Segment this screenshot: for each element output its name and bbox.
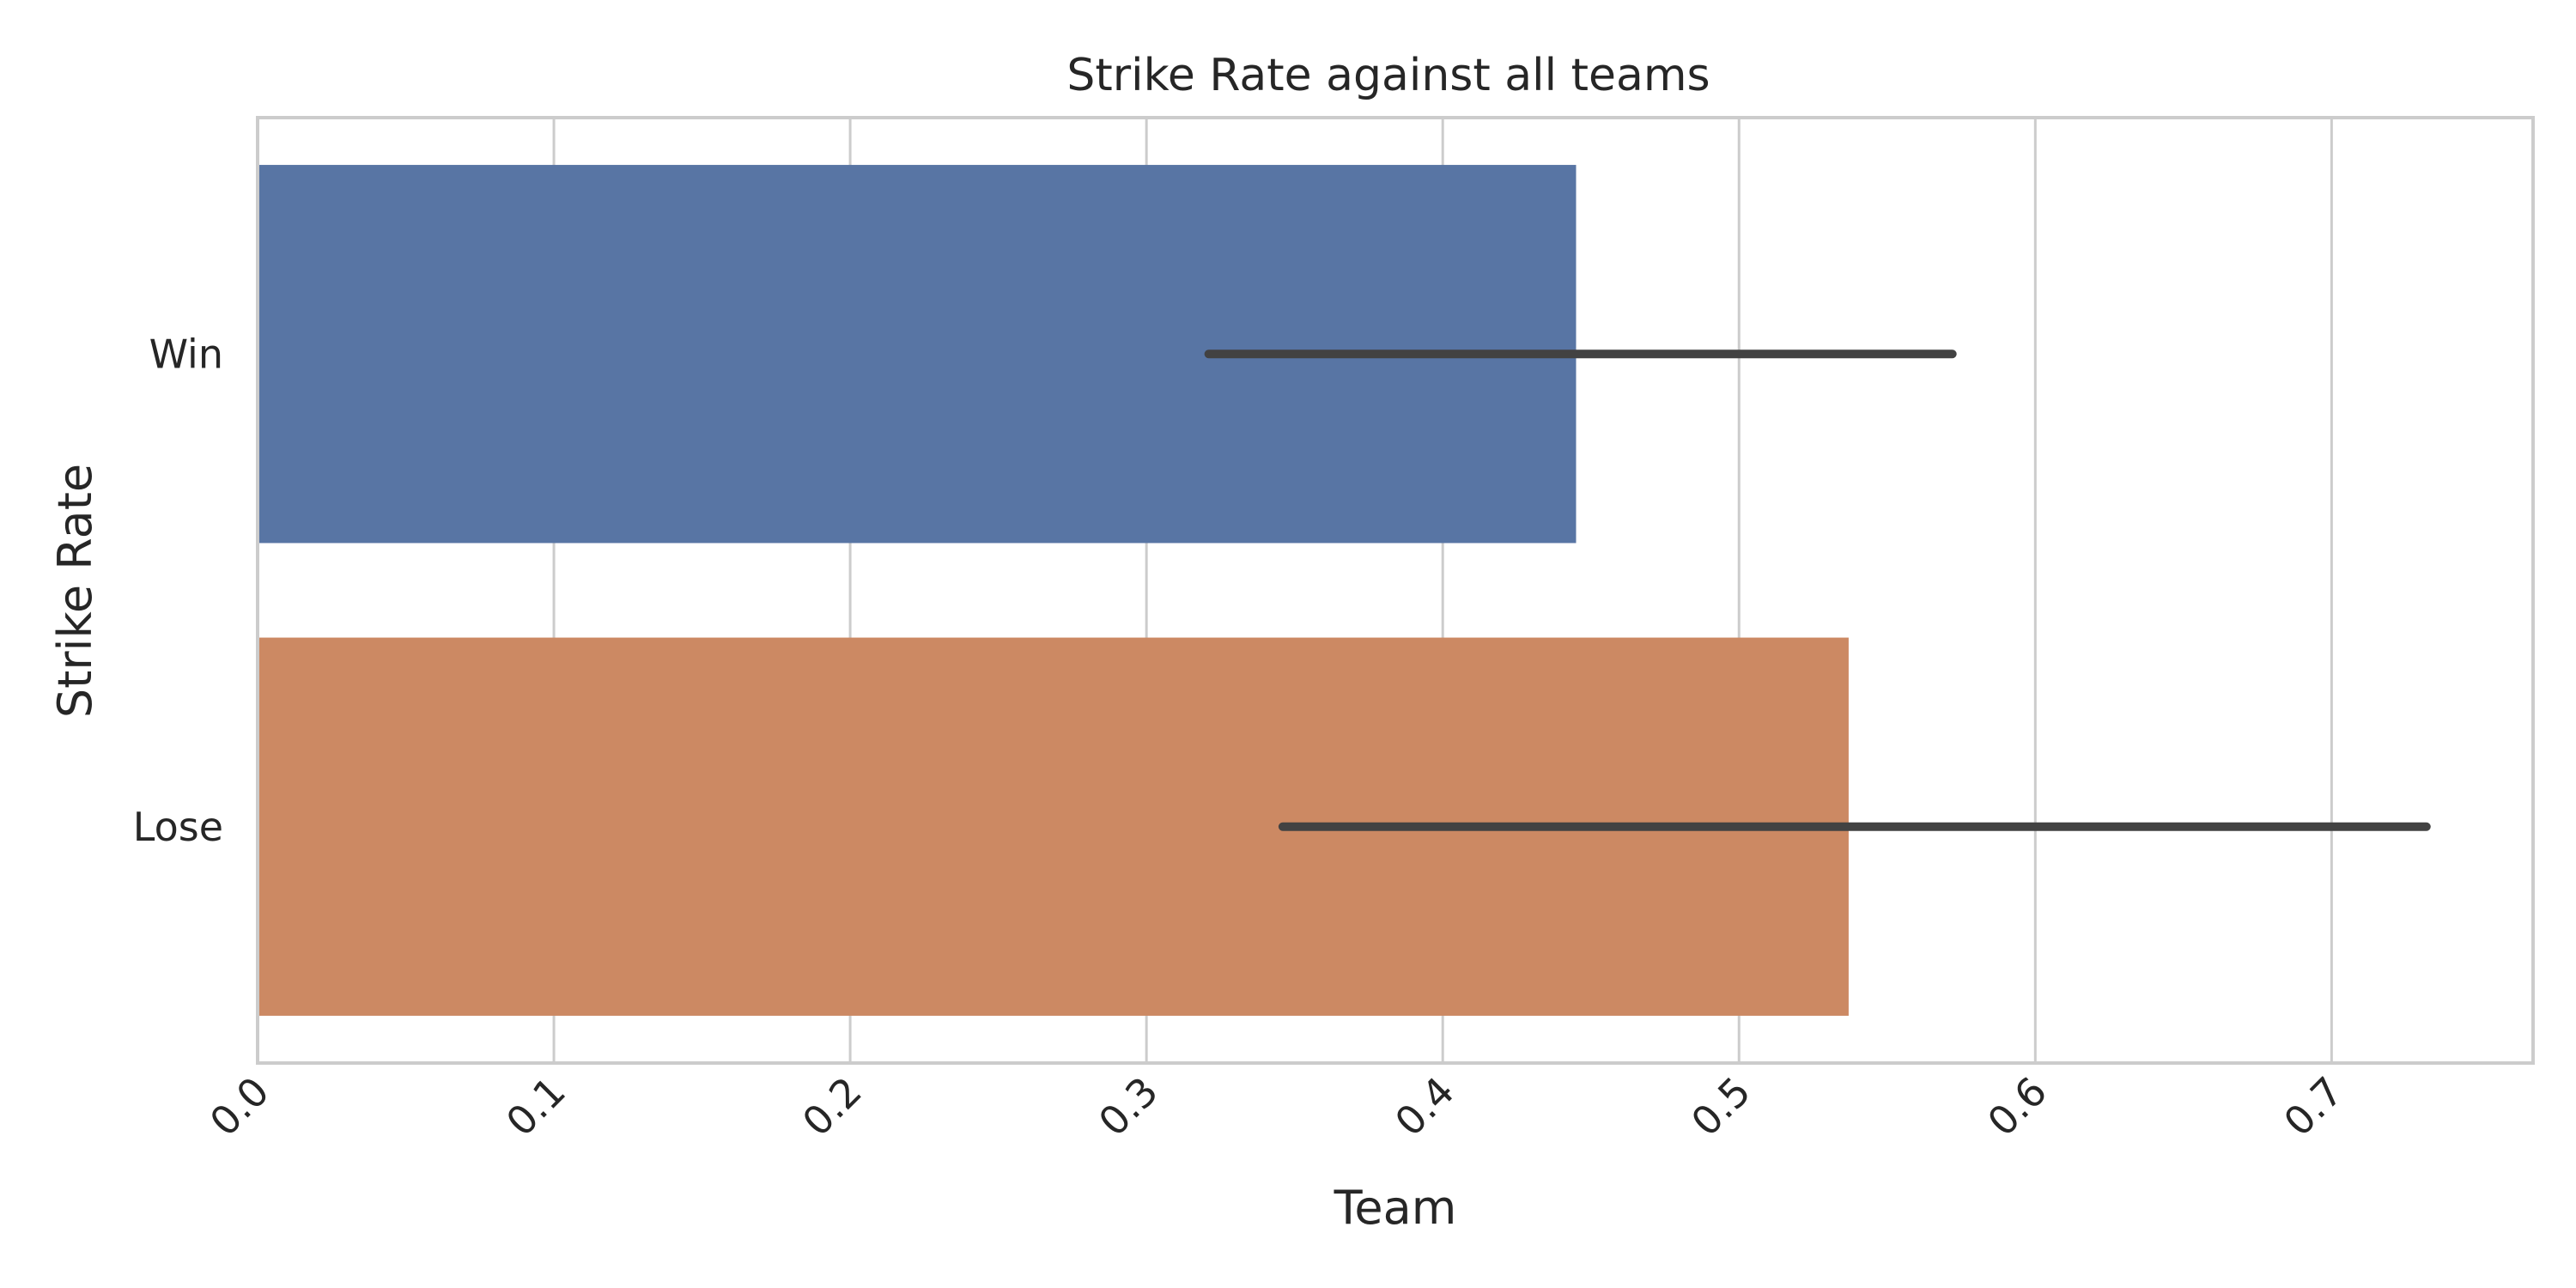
x-axis-label: Team — [1334, 1181, 1457, 1235]
bars — [258, 165, 1849, 1016]
x-tick-label: 0.2 — [793, 1068, 871, 1145]
y-axis-label: Strike Rate — [48, 464, 102, 718]
x-tick-label: 0.4 — [1386, 1068, 1463, 1145]
y-tick-labels: Win Lose — [133, 331, 223, 850]
plot-frame — [256, 116, 2535, 1065]
x-tick-label: 0.3 — [1090, 1068, 1167, 1145]
x-tick-label: 0.6 — [1978, 1068, 2056, 1145]
x-tick-label: 0.7 — [2275, 1068, 2352, 1145]
chart-title: Strike Rate against all teams — [1066, 50, 1710, 101]
x-tick-label: 0.1 — [497, 1068, 574, 1145]
error-bars — [1204, 349, 2431, 831]
x-tick-label: 0.0 — [201, 1068, 278, 1145]
x-tick-labels: 0.0 0.1 0.2 0.3 0.4 0.5 0.6 0.7 — [201, 1068, 2352, 1145]
y-tick-label: Win — [149, 331, 223, 377]
y-tick-label: Lose — [133, 804, 223, 850]
x-tick-label: 0.5 — [1682, 1068, 1759, 1145]
